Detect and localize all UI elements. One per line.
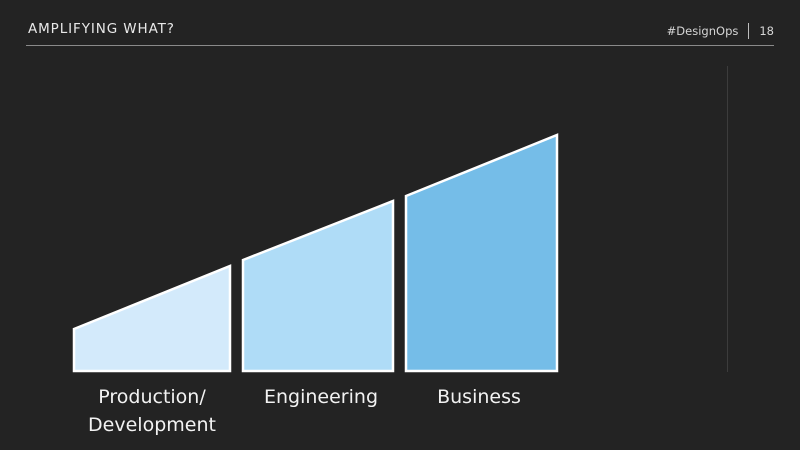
stage-shape-business xyxy=(404,133,559,373)
stage-label-production: Production/ Development xyxy=(72,383,232,439)
stage-label-business: Business xyxy=(399,383,559,411)
header-divider xyxy=(26,45,774,46)
stage-shape-production xyxy=(72,264,232,373)
stage-label-engineering-line1: Engineering xyxy=(264,386,378,408)
stage-label-business-line1: Business xyxy=(437,386,521,408)
slide-title: AMPLIFYING WHAT? xyxy=(28,21,175,37)
stage-label-engineering: Engineering xyxy=(241,383,401,411)
hashtag-label: #DesignOps xyxy=(666,24,739,38)
page-number: 18 xyxy=(759,24,774,38)
stage-label-production-line1: Production/ xyxy=(98,386,206,408)
stage-shape-engineering xyxy=(241,199,395,373)
stage-label-production-line2: Development xyxy=(88,414,216,436)
side-divider xyxy=(727,66,728,372)
meta-divider xyxy=(748,23,750,39)
slide-meta: #DesignOps 18 xyxy=(667,23,774,39)
